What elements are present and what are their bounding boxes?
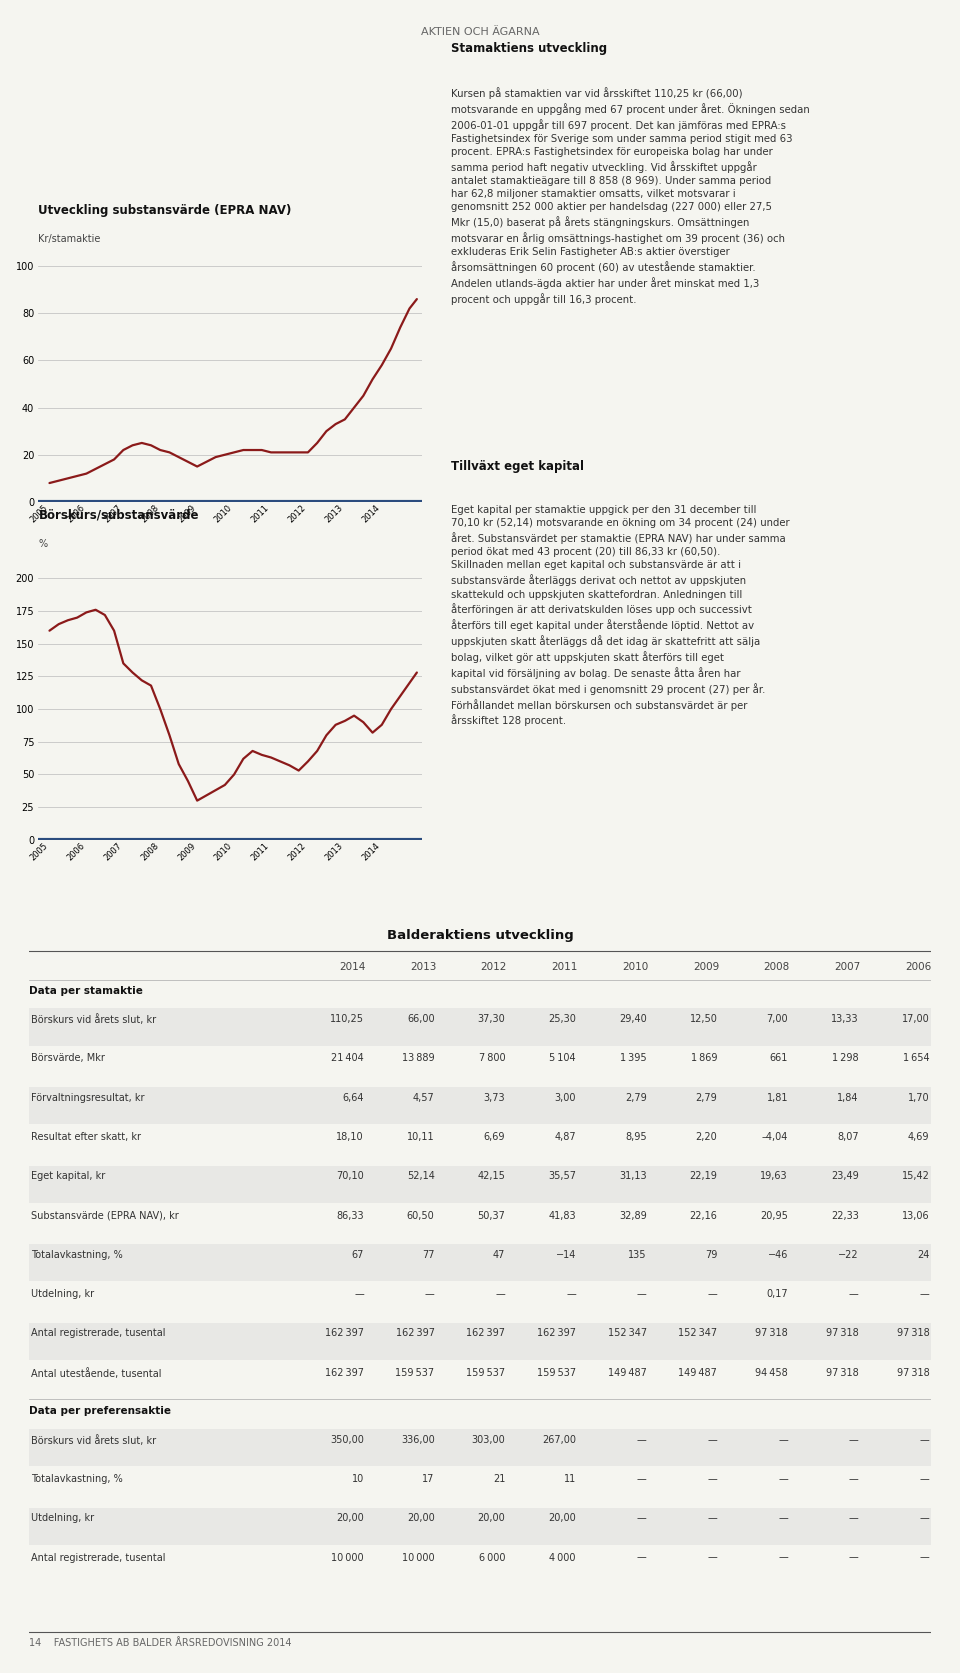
Text: 2,20: 2,20 (696, 1133, 717, 1143)
Text: 162 397: 162 397 (537, 1328, 576, 1338)
Text: 3,73: 3,73 (484, 1092, 505, 1103)
Text: Stamaktiens utveckling: Stamaktiens utveckling (451, 42, 608, 55)
Bar (29, 1323, 931, 1360)
Bar (29, 1087, 931, 1124)
Text: 162 397: 162 397 (324, 1328, 364, 1338)
Text: Börskurs/substansvärde: Börskurs/substansvärde (38, 509, 199, 522)
Text: 29,40: 29,40 (619, 1014, 647, 1024)
Text: 2,79: 2,79 (696, 1092, 717, 1103)
Text: 23,49: 23,49 (831, 1171, 858, 1181)
Text: —: — (779, 1435, 788, 1445)
Text: 22,16: 22,16 (689, 1211, 717, 1221)
Text: 20,00: 20,00 (477, 1514, 505, 1524)
Text: Antal utestående, tusental: Antal utestående, tusental (31, 1369, 161, 1379)
Text: Substansvärde (EPRA NAV), kr: Substansvärde (EPRA NAV), kr (31, 1211, 179, 1221)
Text: 6,64: 6,64 (343, 1092, 364, 1103)
Text: —: — (636, 1435, 647, 1445)
Text: 0,17: 0,17 (766, 1290, 788, 1300)
Text: Börsvärde, Mkr: Börsvärde, Mkr (31, 1054, 105, 1064)
Text: 152 347: 152 347 (608, 1328, 647, 1338)
Text: 52,14: 52,14 (407, 1171, 435, 1181)
Text: 6,69: 6,69 (484, 1133, 505, 1143)
Text: 10 000: 10 000 (402, 1553, 435, 1563)
Text: Data per preferensaktie: Data per preferensaktie (29, 1405, 171, 1415)
Text: 1 298: 1 298 (832, 1054, 858, 1064)
Text: —: — (636, 1514, 647, 1524)
Text: —: — (708, 1514, 717, 1524)
Text: 5 104: 5 104 (549, 1054, 576, 1064)
Text: 79: 79 (705, 1250, 717, 1260)
Text: —: — (920, 1290, 929, 1300)
Text: —: — (354, 1290, 364, 1300)
Text: 12,50: 12,50 (689, 1014, 717, 1024)
Text: 350,00: 350,00 (330, 1435, 364, 1445)
Text: 661: 661 (770, 1054, 788, 1064)
Text: 24: 24 (917, 1250, 929, 1260)
Text: 149 487: 149 487 (608, 1369, 647, 1379)
Text: 7,00: 7,00 (766, 1014, 788, 1024)
Text: Antal registrerade, tusental: Antal registrerade, tusental (31, 1328, 165, 1338)
Text: 1 869: 1 869 (691, 1054, 717, 1064)
Text: 159 537: 159 537 (396, 1369, 435, 1379)
Text: 37,30: 37,30 (477, 1014, 505, 1024)
Text: −14: −14 (556, 1250, 576, 1260)
Text: 47: 47 (492, 1250, 505, 1260)
Text: 2007: 2007 (834, 962, 860, 972)
Text: 8,07: 8,07 (837, 1133, 858, 1143)
Text: 162 397: 162 397 (396, 1328, 435, 1338)
Text: 267,00: 267,00 (542, 1435, 576, 1445)
Text: 4,57: 4,57 (413, 1092, 435, 1103)
Text: 60,50: 60,50 (407, 1211, 435, 1221)
Text: 135: 135 (628, 1250, 647, 1260)
Text: —: — (708, 1474, 717, 1484)
Text: Resultat efter skatt, kr: Resultat efter skatt, kr (31, 1133, 140, 1143)
Text: 6 000: 6 000 (479, 1553, 505, 1563)
Text: 13,06: 13,06 (901, 1211, 929, 1221)
Text: —: — (708, 1290, 717, 1300)
Text: —: — (636, 1474, 647, 1484)
Text: –4,04: –4,04 (761, 1133, 788, 1143)
Text: 162 397: 162 397 (467, 1328, 505, 1338)
Bar (29, 1009, 931, 1046)
Text: Kursen på stamaktien var vid årsskiftet 110,25 kr (66,00)
motsvarande en uppgång: Kursen på stamaktien var vid årsskiftet … (451, 87, 810, 304)
Text: 7 800: 7 800 (479, 1054, 505, 1064)
Text: 77: 77 (422, 1250, 435, 1260)
Text: —: — (920, 1435, 929, 1445)
Text: 31,13: 31,13 (619, 1171, 647, 1181)
Text: Eget kapital per stamaktie uppgick per den 31 december till
70,10 kr (52,14) mot: Eget kapital per stamaktie uppgick per d… (451, 505, 790, 726)
Text: Totalavkastning, %: Totalavkastning, % (31, 1474, 122, 1484)
Text: Data per stamaktie: Data per stamaktie (29, 985, 143, 995)
Text: Utdelning, kr: Utdelning, kr (31, 1514, 94, 1524)
Text: 97 318: 97 318 (756, 1328, 788, 1338)
Text: —: — (636, 1290, 647, 1300)
Text: Antal registrerade, tusental: Antal registrerade, tusental (31, 1553, 165, 1563)
Text: 4,69: 4,69 (908, 1133, 929, 1143)
Text: 152 347: 152 347 (678, 1328, 717, 1338)
Text: 159 537: 159 537 (467, 1369, 505, 1379)
Text: 20,00: 20,00 (407, 1514, 435, 1524)
Text: 2011: 2011 (551, 962, 578, 972)
Text: Tillväxt eget kapital: Tillväxt eget kapital (451, 460, 585, 473)
Text: 22,19: 22,19 (689, 1171, 717, 1181)
Text: Balderaktiens utveckling: Balderaktiens utveckling (387, 929, 573, 942)
Text: 149 487: 149 487 (679, 1369, 717, 1379)
Text: —: — (849, 1553, 858, 1563)
Text: —: — (425, 1290, 435, 1300)
Text: −46: −46 (768, 1250, 788, 1260)
Text: 42,15: 42,15 (477, 1171, 505, 1181)
Text: 2006: 2006 (905, 962, 931, 972)
Text: 66,00: 66,00 (407, 1014, 435, 1024)
Text: 4 000: 4 000 (549, 1553, 576, 1563)
Text: 1,70: 1,70 (908, 1092, 929, 1103)
Text: 10 000: 10 000 (331, 1553, 364, 1563)
Text: —: — (708, 1553, 717, 1563)
Text: 14    FASTIGHETS AB BALDER ÅRSREDOVISNING 2014: 14 FASTIGHETS AB BALDER ÅRSREDOVISNING 2… (29, 1638, 291, 1648)
Text: 2010: 2010 (622, 962, 648, 972)
Text: 2008: 2008 (763, 962, 790, 972)
Text: 97 318: 97 318 (897, 1328, 929, 1338)
Text: Börskurs vid årets slut, kr: Börskurs vid årets slut, kr (31, 1014, 156, 1026)
Text: 13 889: 13 889 (402, 1054, 435, 1064)
Text: Börskurs vid årets slut, kr: Börskurs vid årets slut, kr (31, 1435, 156, 1445)
Text: 8,95: 8,95 (625, 1133, 647, 1143)
Text: 19,63: 19,63 (760, 1171, 788, 1181)
